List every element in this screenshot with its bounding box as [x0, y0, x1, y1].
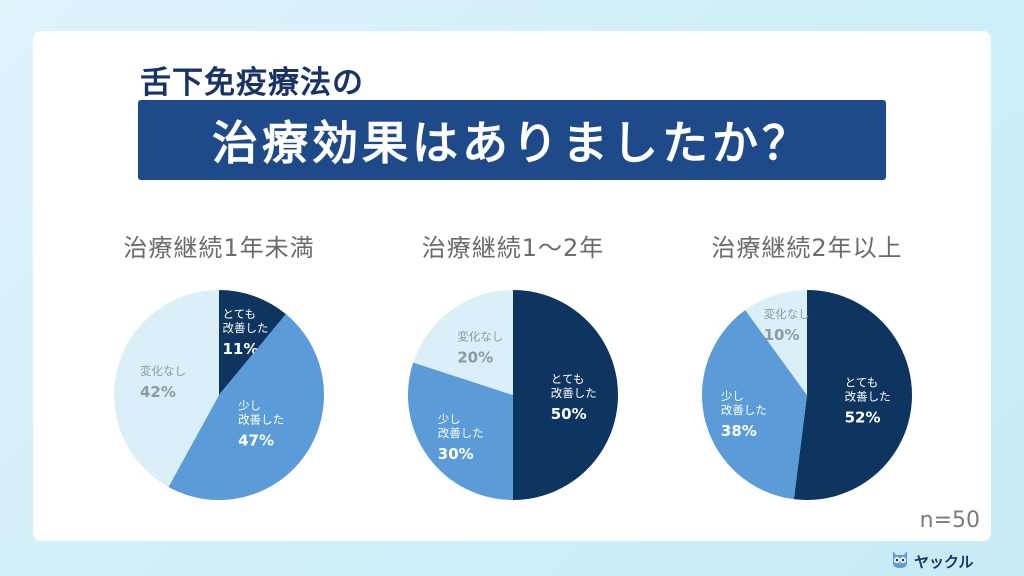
brand-name: ヤックル — [914, 552, 974, 571]
pie-chart-over-2-years: とても改善した 52% 少し改善した 38% 変化なし 10% — [702, 290, 912, 500]
slice-value-very-improved: 11% — [222, 340, 258, 358]
page-subtitle: 舌下免疫療法の — [140, 65, 364, 101]
slice-value-slightly-improved: 30% — [438, 445, 474, 463]
owl-icon — [890, 549, 910, 573]
pie-slice-very-improved — [793, 290, 912, 500]
sample-size-label: n=50 — [919, 508, 980, 533]
slice-value-no-change: 42% — [140, 383, 176, 401]
pie-slice-very-improved — [513, 290, 618, 500]
slice-value-very-improved: 52% — [845, 409, 881, 427]
pie-title-1-2-years: 治療継続1〜2年 — [421, 234, 605, 262]
slice-label-very-improved: とても改善した — [551, 372, 597, 400]
slice-value-slightly-improved: 47% — [238, 432, 274, 450]
pie-slice-no-change — [745, 290, 807, 395]
pie-slice-no-change — [413, 290, 513, 395]
slice-label-very-improved: とても改善した — [845, 376, 891, 404]
pie-slice-slightly-improved — [168, 314, 324, 500]
slice-value-very-improved: 50% — [551, 405, 587, 423]
slice-label-slightly-improved: 少し改善した — [238, 399, 284, 427]
pie-title-under-1-year: 治療継続1年未満 — [123, 234, 315, 262]
slice-value-no-change: 20% — [457, 349, 493, 367]
brand-logo: ヤックル — [890, 549, 974, 573]
slice-value-slightly-improved: 38% — [721, 422, 757, 440]
pie-chart-under-1-year: とても改善した 11% 少し改善した 47% 変化なし 42% — [114, 290, 324, 500]
pie-slice-no-change — [114, 290, 219, 488]
pie-slice-very-improved — [219, 290, 286, 395]
pie-chart-1-2-years: とても改善した 50% 少し改善した 30% 変化なし 20% — [408, 290, 618, 500]
slice-label-very-improved: とても改善した — [222, 307, 268, 335]
page-title: 治療効果はありましたか？ — [212, 116, 812, 170]
page-title-band: 治療効果はありましたか？ — [138, 100, 886, 180]
slice-value-no-change: 10% — [764, 326, 800, 344]
slice-label-slightly-improved: 少し改善した — [721, 389, 767, 417]
slice-label-slightly-improved: 少し改善した — [438, 412, 484, 440]
pie-slice-slightly-improved — [702, 310, 807, 500]
slice-label-no-change: 変化なし — [140, 364, 186, 378]
slice-label-no-change: 変化なし — [457, 330, 503, 344]
pie-title-over-2-years: 治療継続2年以上 — [711, 234, 903, 262]
pie-slice-slightly-improved — [408, 362, 513, 500]
slice-label-no-change: 変化なし — [764, 307, 810, 321]
